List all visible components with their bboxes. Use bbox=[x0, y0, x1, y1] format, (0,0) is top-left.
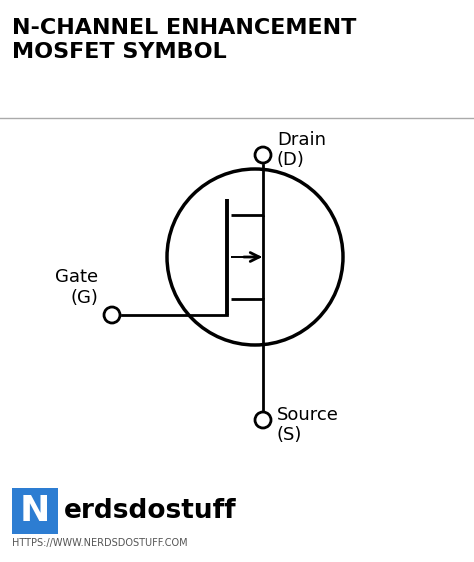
Text: N-CHANNEL ENHANCEMENT
MOSFET SYMBOL: N-CHANNEL ENHANCEMENT MOSFET SYMBOL bbox=[12, 18, 356, 62]
Text: erdsdostuff: erdsdostuff bbox=[64, 498, 237, 524]
Text: Gate
(G): Gate (G) bbox=[55, 268, 98, 307]
FancyBboxPatch shape bbox=[12, 488, 58, 534]
Text: HTTPS://WWW.NERDSDOSTUFF.COM: HTTPS://WWW.NERDSDOSTUFF.COM bbox=[12, 538, 188, 548]
Text: N: N bbox=[20, 494, 50, 528]
Text: Drain
(D): Drain (D) bbox=[277, 130, 326, 169]
Text: Source
(S): Source (S) bbox=[277, 406, 339, 445]
